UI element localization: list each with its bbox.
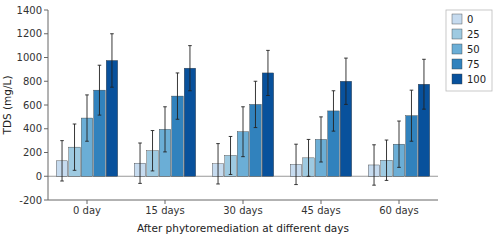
error-bar (294, 144, 298, 184)
y-axis-label: TDS (mg/L) (1, 76, 13, 136)
x-tick (165, 200, 166, 204)
error-bar (372, 145, 376, 185)
error-bar (60, 141, 64, 181)
legend-swatch (452, 29, 462, 39)
error-bar (241, 107, 245, 157)
error-bar (344, 58, 348, 104)
legend-label: 25 (467, 29, 480, 40)
error-bar (319, 117, 323, 162)
error-bar (422, 59, 426, 109)
y-tick-label: 200 (23, 147, 42, 158)
legend-label: 100 (467, 74, 486, 85)
error-bar (385, 140, 389, 180)
error-bar (110, 34, 114, 87)
error-bar (138, 143, 142, 183)
error-bar (410, 90, 414, 141)
legend: 0 25 50 75 100 (446, 10, 492, 91)
x-axis-label: After phytoremediation at different days (137, 222, 349, 234)
x-tick-label: 60 days (379, 205, 419, 216)
x-tick-label: 0 day (73, 205, 101, 216)
y-tick (44, 128, 48, 129)
y-tick (44, 105, 48, 106)
legend-label: 75 (467, 59, 480, 70)
y-tick-label: 1200 (17, 28, 42, 39)
y-tick (44, 33, 48, 34)
y-axis (48, 10, 49, 200)
error-bar (307, 139, 311, 176)
legend-frame (446, 10, 492, 91)
x-tick-label: 15 days (145, 205, 185, 216)
x-tick (321, 200, 322, 204)
chart: -20002004006008001000120014000 day15 day… (0, 0, 500, 238)
error-bar (176, 73, 180, 119)
x-tick-label: 45 days (301, 205, 341, 216)
y-tick-label: -200 (19, 195, 42, 206)
x-tick (243, 200, 244, 204)
x-tick-label: 30 days (223, 205, 263, 216)
error-bar (216, 144, 220, 184)
x-tick (399, 200, 400, 204)
y-tick (44, 57, 48, 58)
error-bar (266, 50, 270, 95)
y-tick (44, 10, 48, 11)
y-tick-label: 1400 (17, 5, 42, 16)
y-tick-label: 1000 (17, 52, 42, 63)
bars (56, 34, 429, 185)
error-bar (98, 65, 102, 115)
y-tick (44, 152, 48, 153)
y-tick-label: 0 (36, 171, 42, 182)
legend-swatch (452, 44, 462, 54)
error-bar (188, 46, 192, 91)
y-tick (44, 200, 48, 201)
y-tick (44, 176, 48, 177)
legend-swatch (452, 14, 462, 24)
legend-label: 0 (467, 14, 473, 25)
y-tick-label: 800 (23, 76, 42, 87)
legend-swatch (452, 74, 462, 84)
error-bar (85, 95, 89, 141)
error-bar (151, 131, 155, 171)
x-tick (87, 200, 88, 204)
legend-label: 50 (467, 44, 480, 55)
error-bar (397, 121, 401, 167)
y-tick-label: 400 (23, 123, 42, 134)
error-bar (73, 124, 77, 170)
legend-swatch (452, 59, 462, 69)
error-bar (254, 81, 258, 127)
error-bar (229, 136, 233, 174)
y-tick (44, 81, 48, 82)
error-bar (332, 91, 336, 131)
y-tick-label: 600 (23, 100, 42, 111)
error-bar (163, 107, 167, 152)
